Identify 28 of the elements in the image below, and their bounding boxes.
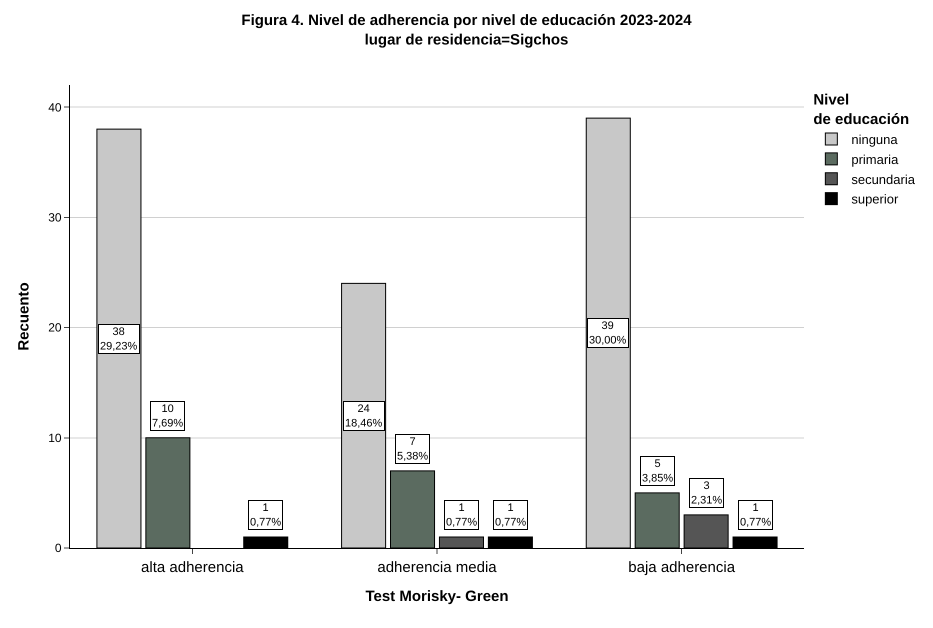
legend-label: secundaria — [851, 172, 916, 187]
x-axis-title: Test Morisky- Green — [365, 588, 509, 605]
data-label: 1 0,77% — [250, 502, 282, 528]
legend-label: primaria — [851, 152, 900, 167]
data-label: 24 18,46% — [345, 403, 383, 430]
x-tick-label: adherencia media — [377, 559, 498, 576]
data-label: 7 5,38% — [397, 436, 428, 462]
data-label: 1 0,77% — [446, 502, 478, 528]
x-tick-label: baja adherencia — [628, 559, 736, 576]
y-tick-label: 20 — [48, 320, 62, 335]
legend-label: superior — [851, 192, 899, 207]
x-tick-label: alta adherencia — [141, 559, 244, 576]
chart-title: Figura 4. Nivel de adherencia por nivel de educación 2023-2024 — [241, 12, 692, 30]
data-label: 5 3,85% — [642, 458, 674, 484]
data-label: 39 30,00% — [589, 320, 627, 346]
data-label: 10 7,69% — [152, 403, 184, 430]
y-tick-label: 30 — [48, 210, 62, 224]
y-axis-title: Recuento — [15, 282, 32, 351]
y-tick-label: 40 — [48, 100, 62, 114]
y-tick-label: 10 — [48, 430, 62, 445]
chart-subtitle: lugar de residencia=Sigchos — [364, 32, 568, 49]
y-tick-label: 0 — [54, 541, 62, 556]
data-label: 38 29,23% — [100, 326, 138, 352]
data-label: 1 0,77% — [495, 502, 526, 528]
legend-title: Nivel de educación — [813, 92, 910, 128]
legend-label: ninguna — [851, 132, 898, 148]
data-label: 3 2,31% — [691, 480, 722, 506]
data-label: 1 0,77% — [740, 502, 772, 528]
